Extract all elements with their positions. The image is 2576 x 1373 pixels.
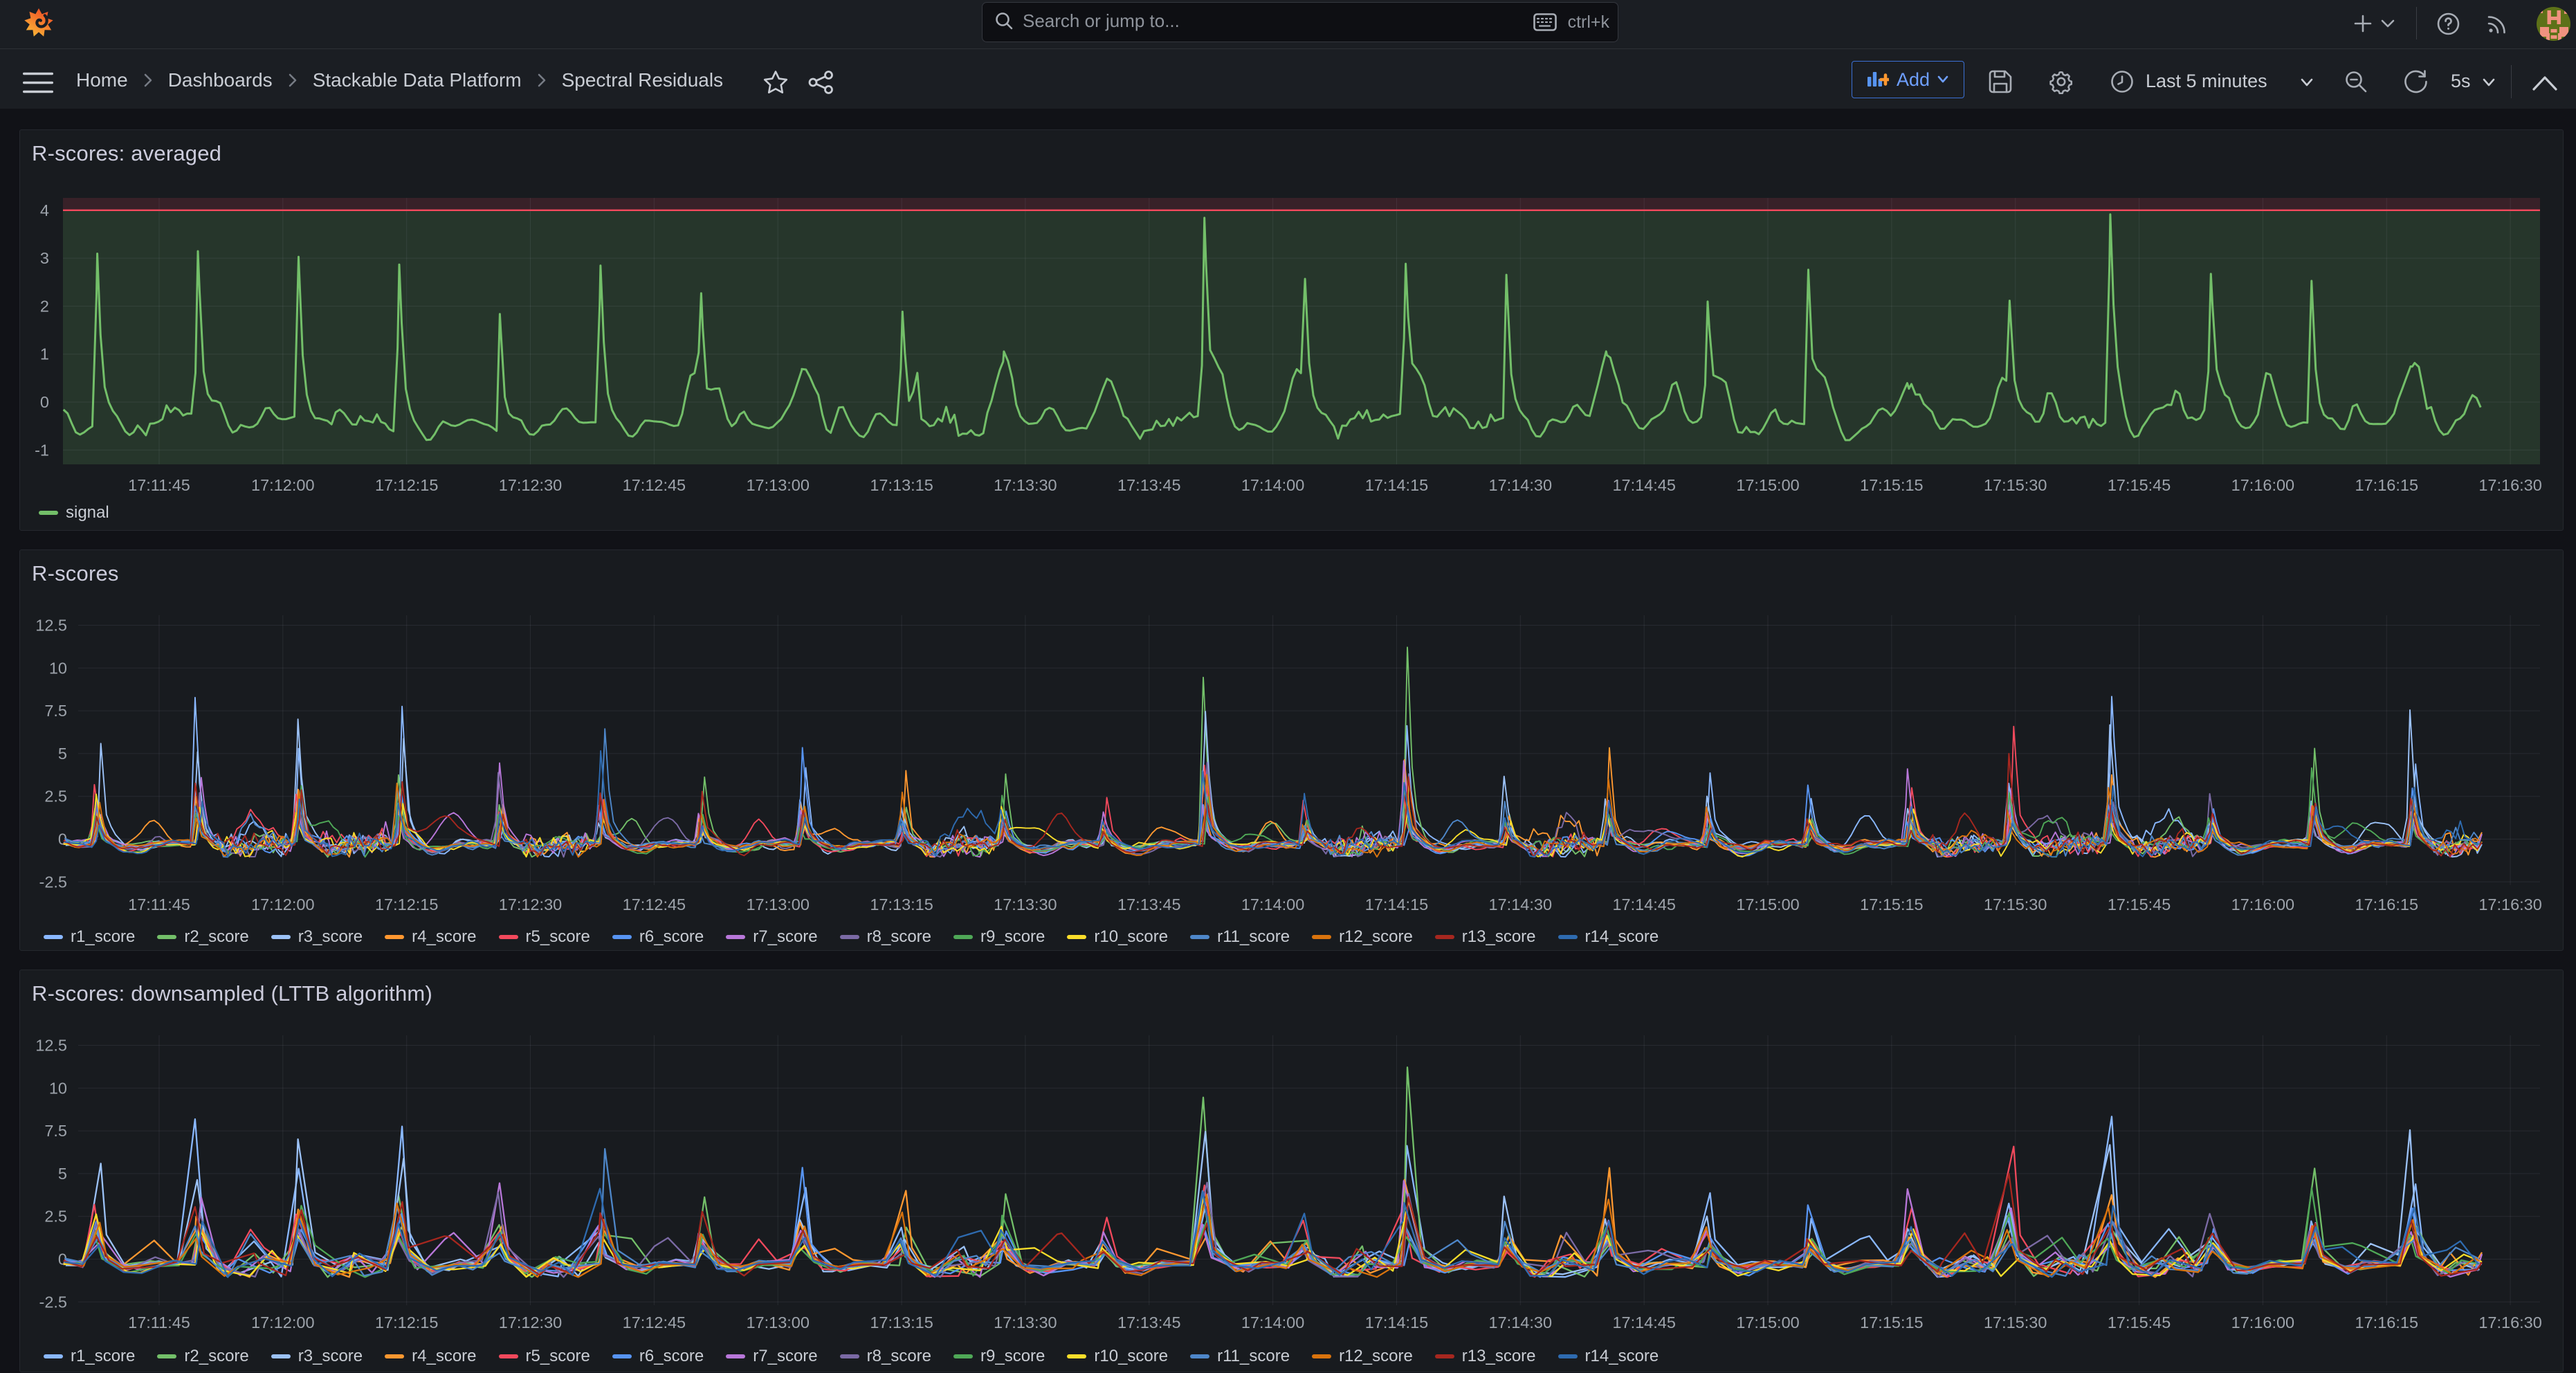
svg-text:17:13:30: 17:13:30 (994, 1313, 1057, 1331)
svg-text:17:13:45: 17:13:45 (1117, 476, 1180, 494)
svg-text:1: 1 (40, 345, 49, 363)
svg-text:17:13:30: 17:13:30 (994, 476, 1057, 494)
svg-text:17:15:00: 17:15:00 (1736, 476, 1799, 494)
svg-text:-2.5: -2.5 (39, 873, 68, 891)
svg-text:12.5: 12.5 (35, 1037, 67, 1055)
svg-text:17:13:15: 17:13:15 (870, 895, 933, 913)
svg-text:17:12:30: 17:12:30 (499, 476, 562, 494)
svg-text:17:15:15: 17:15:15 (1860, 1313, 1923, 1331)
svg-text:17:16:00: 17:16:00 (2231, 476, 2294, 494)
svg-text:17:12:00: 17:12:00 (251, 895, 314, 913)
svg-text:2: 2 (40, 297, 49, 315)
svg-text:17:11:45: 17:11:45 (128, 476, 190, 494)
svg-text:17:12:00: 17:12:00 (251, 1313, 314, 1331)
svg-text:17:12:30: 17:12:30 (499, 895, 562, 913)
svg-text:17:15:45: 17:15:45 (2108, 895, 2171, 913)
svg-text:17:13:00: 17:13:00 (746, 1313, 809, 1331)
svg-text:-2.5: -2.5 (39, 1293, 68, 1311)
svg-text:5: 5 (58, 1165, 67, 1183)
svg-text:17:14:00: 17:14:00 (1241, 895, 1304, 913)
svg-text:17:13:15: 17:13:15 (870, 1313, 933, 1331)
svg-text:7.5: 7.5 (44, 702, 67, 720)
svg-text:2.5: 2.5 (44, 1208, 67, 1226)
svg-text:17:15:30: 17:15:30 (1984, 895, 2047, 913)
svg-text:17:13:30: 17:13:30 (994, 895, 1057, 913)
svg-text:17:16:15: 17:16:15 (2355, 895, 2418, 913)
svg-text:17:12:45: 17:12:45 (623, 1313, 686, 1331)
svg-text:17:14:00: 17:14:00 (1241, 476, 1304, 494)
svg-text:17:16:15: 17:16:15 (2355, 476, 2418, 494)
svg-text:17:13:00: 17:13:00 (746, 895, 809, 913)
svg-text:5: 5 (58, 745, 67, 763)
svg-text:17:16:30: 17:16:30 (2478, 1313, 2541, 1331)
svg-text:17:14:15: 17:14:15 (1365, 476, 1428, 494)
svg-text:17:12:45: 17:12:45 (623, 476, 686, 494)
svg-text:17:14:15: 17:14:15 (1365, 895, 1428, 913)
svg-text:10: 10 (49, 659, 67, 677)
svg-text:0: 0 (40, 393, 49, 411)
svg-text:2.5: 2.5 (44, 788, 67, 806)
svg-text:17:14:30: 17:14:30 (1489, 1313, 1552, 1331)
svg-text:10: 10 (49, 1079, 67, 1097)
svg-text:17:14:30: 17:14:30 (1489, 895, 1552, 913)
svg-text:17:15:30: 17:15:30 (1984, 476, 2047, 494)
svg-text:17:11:45: 17:11:45 (128, 1313, 190, 1331)
svg-text:-1: -1 (35, 441, 49, 459)
svg-text:17:11:45: 17:11:45 (128, 895, 190, 913)
svg-text:17:15:15: 17:15:15 (1860, 895, 1923, 913)
svg-text:17:12:00: 17:12:00 (251, 476, 314, 494)
svg-text:17:13:45: 17:13:45 (1117, 895, 1180, 913)
svg-text:17:15:45: 17:15:45 (2108, 1313, 2171, 1331)
svg-text:17:15:00: 17:15:00 (1736, 1313, 1799, 1331)
svg-text:17:13:15: 17:13:15 (870, 476, 933, 494)
svg-text:17:13:00: 17:13:00 (746, 476, 809, 494)
svg-text:17:14:45: 17:14:45 (1612, 476, 1675, 494)
svg-text:12.5: 12.5 (35, 617, 67, 635)
svg-text:3: 3 (40, 249, 49, 267)
svg-text:17:16:30: 17:16:30 (2478, 476, 2541, 494)
svg-text:17:14:15: 17:14:15 (1365, 1313, 1428, 1331)
svg-text:17:16:30: 17:16:30 (2478, 895, 2541, 913)
svg-text:17:15:15: 17:15:15 (1860, 476, 1923, 494)
svg-text:4: 4 (40, 201, 49, 219)
svg-text:17:14:00: 17:14:00 (1241, 1313, 1304, 1331)
svg-text:17:14:30: 17:14:30 (1489, 476, 1552, 494)
svg-text:17:12:15: 17:12:15 (375, 895, 438, 913)
svg-text:17:15:45: 17:15:45 (2108, 476, 2171, 494)
svg-text:17:14:45: 17:14:45 (1612, 1313, 1675, 1331)
svg-text:17:12:30: 17:12:30 (499, 1313, 562, 1331)
svg-text:17:12:15: 17:12:15 (375, 1313, 438, 1331)
svg-text:17:16:00: 17:16:00 (2231, 895, 2294, 913)
svg-text:17:15:30: 17:15:30 (1984, 1313, 2047, 1331)
svg-text:17:12:45: 17:12:45 (623, 895, 686, 913)
svg-text:17:15:00: 17:15:00 (1736, 895, 1799, 913)
svg-text:17:14:45: 17:14:45 (1612, 895, 1675, 913)
svg-text:7.5: 7.5 (44, 1122, 67, 1140)
svg-text:17:16:15: 17:16:15 (2355, 1313, 2418, 1331)
svg-text:17:13:45: 17:13:45 (1117, 1313, 1180, 1331)
svg-text:17:16:00: 17:16:00 (2231, 1313, 2294, 1331)
svg-text:17:12:15: 17:12:15 (375, 476, 438, 494)
